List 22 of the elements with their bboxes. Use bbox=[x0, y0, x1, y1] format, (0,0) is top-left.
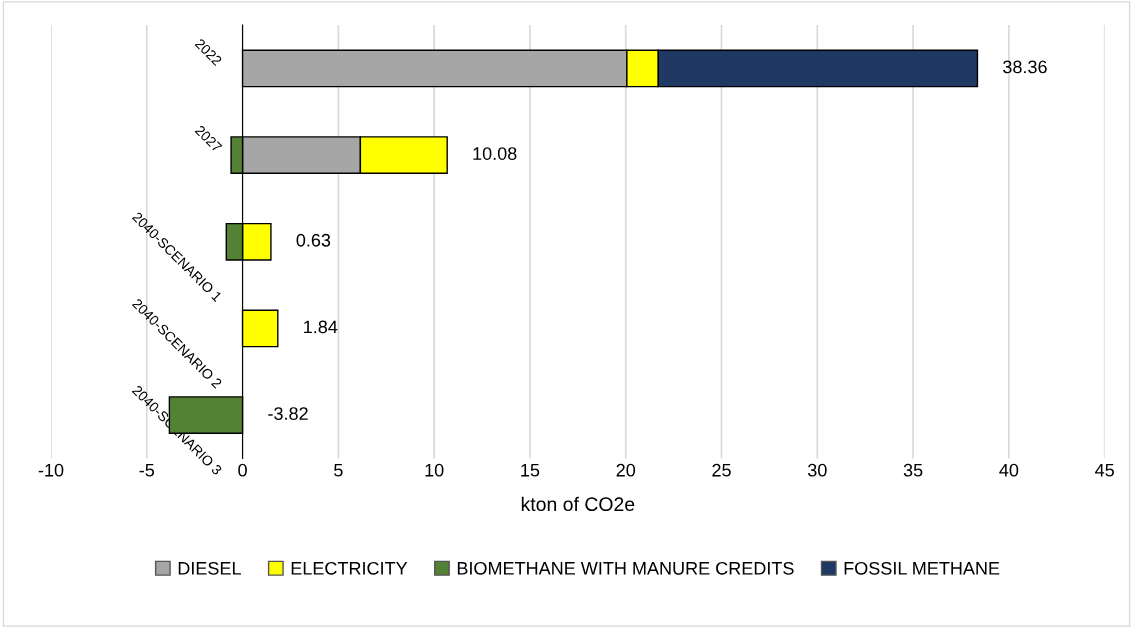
total-label: 38.36 bbox=[1003, 60, 1047, 74]
x-tick-label: 0 bbox=[238, 463, 247, 477]
x-tick-label: 5 bbox=[334, 463, 343, 477]
x-tick-label: 15 bbox=[521, 463, 540, 477]
x-tick-label: 20 bbox=[616, 463, 636, 477]
x-tick-label: 35 bbox=[903, 463, 923, 477]
total-label: 0.63 bbox=[296, 233, 331, 247]
total-label: -3.82 bbox=[268, 407, 308, 420]
legend-label: FOSSIL METHANE bbox=[844, 561, 1000, 575]
x-tick-label: 30 bbox=[807, 463, 827, 477]
total-label: 10.08 bbox=[473, 147, 517, 160]
x-tick-label: 45 bbox=[1095, 463, 1114, 477]
legend-label: BIOMETHANE WITH MANURE CREDITS bbox=[457, 561, 794, 575]
x-tick-label: 10 bbox=[425, 463, 444, 477]
x-tick-label: 40 bbox=[999, 463, 1019, 477]
x-tick-label: 25 bbox=[712, 463, 731, 477]
x-tick-label: -10 bbox=[38, 463, 64, 477]
legend-label: DIESEL bbox=[178, 561, 241, 575]
x-axis-title: kton of CO2e bbox=[521, 496, 635, 512]
legend-label: ELECTRICITY bbox=[291, 561, 408, 575]
total-label: 1.84 bbox=[304, 320, 338, 334]
x-tick-label: -5 bbox=[139, 463, 155, 477]
